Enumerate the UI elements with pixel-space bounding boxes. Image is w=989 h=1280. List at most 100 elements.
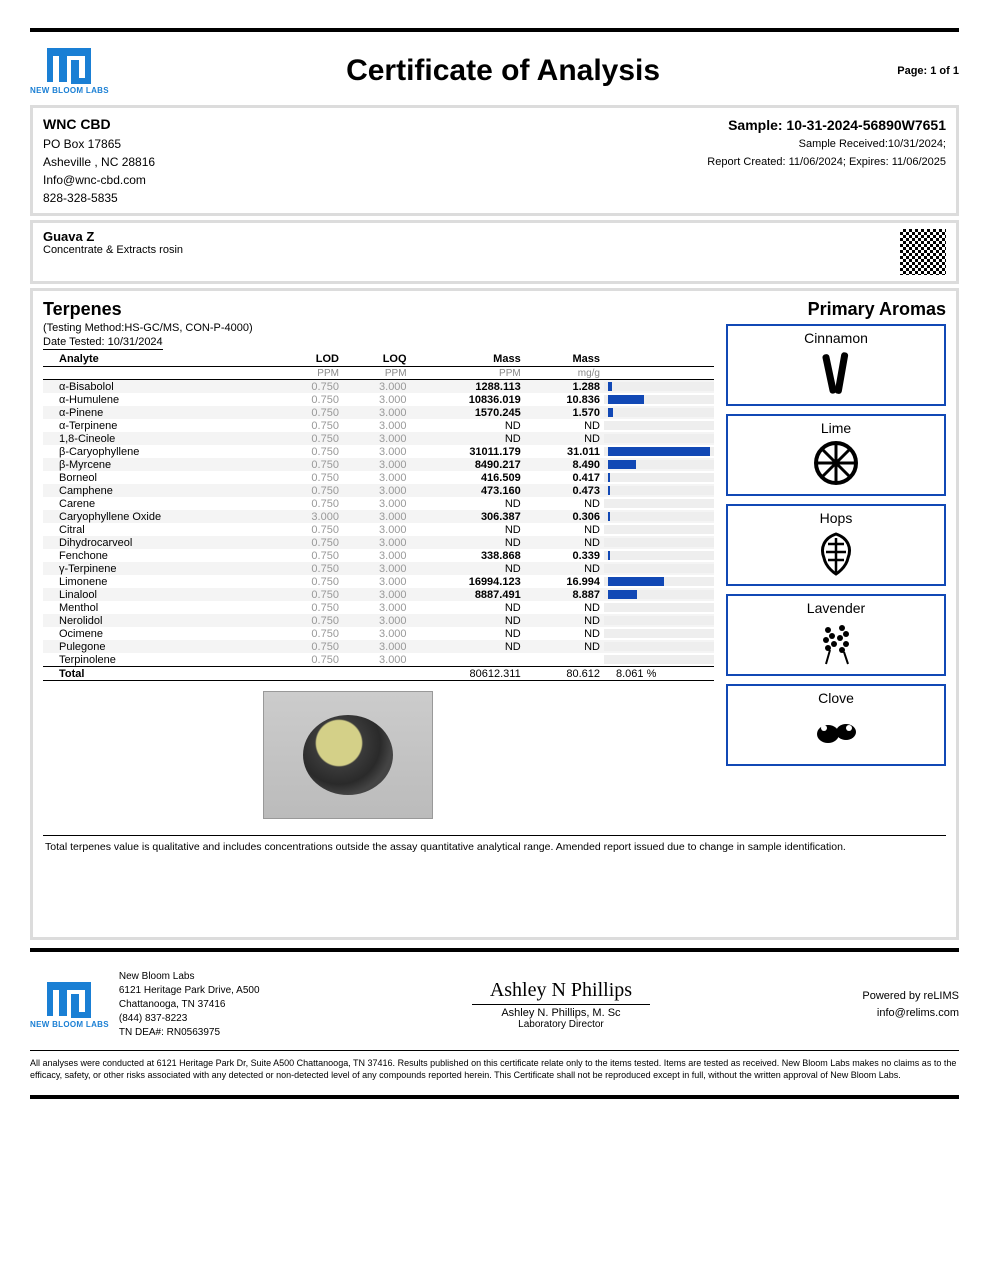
bar-cell [604,432,714,445]
footer: NEW BLOOM LABS New Bloom Labs 6121 Herit… [30,960,959,1050]
client-block: WNC CBD PO Box 17865 Asheville , NC 2881… [43,114,155,207]
lod-value: 0.750 [275,549,343,562]
analyte-name: Fenchone [43,549,275,562]
loq-value: 3.000 [343,458,411,471]
mgg-value: ND [525,601,604,614]
analyte-name: Menthol [43,601,275,614]
bar-cell [604,497,714,510]
mgg-value [525,653,604,667]
qr-code [900,229,946,275]
mgg-value: 10.836 [525,393,604,406]
lod-value: 0.750 [275,653,343,667]
loq-value: 3.000 [343,575,411,588]
analyte-name: Pulegone [43,640,275,653]
loq-value: 3.000 [343,484,411,497]
ppm-value: 416.509 [411,471,525,484]
terpenes-method: (Testing Method:HS-GC/MS, CON-P-4000) [43,322,714,334]
mgg-value: ND [525,497,604,510]
analyte-name: 1,8-Cineole [43,432,275,445]
sample-type: Concentrate & Extracts rosin [43,244,946,256]
ppm-value: 16994.123 [411,575,525,588]
loq-value: 3.000 [343,614,411,627]
bar-cell [604,523,714,536]
loq-value: 3.000 [343,653,411,667]
ppm-value [411,653,525,667]
sample-name-box: Guava Z Concentrate & Extracts rosin [30,220,959,284]
table-row: γ-Terpinene0.7503.000NDND [43,562,714,575]
analyte-name: Dihydrocarveol [43,536,275,549]
col-analyte: Analyte [43,352,275,367]
table-row: Pulegone0.7503.000NDND [43,640,714,653]
table-row: Terpinolene0.7503.000 [43,653,714,667]
ppm-value: ND [411,432,525,445]
aroma-label: Hops [736,510,936,526]
footer-rule-bottom [30,1095,959,1099]
logo-icon [47,980,91,1018]
lod-value: 0.750 [275,432,343,445]
ppm-value: 473.160 [411,484,525,497]
lod-value: 0.750 [275,419,343,432]
footer-dea: TN DEA#: RN0563975 [119,1026,260,1040]
mgg-value: ND [525,562,604,575]
client-addr2: Asheville , NC 28816 [43,153,155,171]
lod-value: 0.750 [275,536,343,549]
lod-value: 0.750 [275,445,343,458]
bar-cell [604,419,714,432]
analyte-name: α-Terpinene [43,419,275,432]
mgg-value: ND [525,614,604,627]
bar-cell [604,614,714,627]
analyte-name: Nerolidol [43,614,275,627]
bar-cell [604,471,714,484]
lab-logo-text: NEW BLOOM LABS [30,86,109,95]
aroma-label: Lavender [736,600,936,616]
bar-cell [604,406,714,419]
aroma-icon [806,528,866,578]
client-phone: 828-328-5835 [43,189,155,207]
table-row: β-Myrcene0.7503.0008490.2178.490 [43,458,714,471]
col-mass2: Mass [525,352,604,367]
sample-id: Sample: 10-31-2024-56890W7651 [707,114,946,136]
bar-cell [604,601,714,614]
ppm-value: 338.868 [411,549,525,562]
results-box: Terpenes (Testing Method:HS-GC/MS, CON-P… [30,288,959,940]
lod-value: 0.750 [275,562,343,575]
analyte-name: Limonene [43,575,275,588]
header: NEW BLOOM LABS Certificate of Analysis P… [30,40,959,105]
unit-mass1: PPM [411,367,525,380]
footer-address: New Bloom Labs 6121 Heritage Park Drive,… [119,970,260,1040]
disclaimer: All analyses were conducted at 6121 Heri… [30,1051,959,1087]
footer-logo-text: NEW BLOOM LABS [30,1020,109,1029]
col-lod: LOD [275,352,343,367]
loq-value: 3.000 [343,510,411,523]
ppm-value: ND [411,497,525,510]
loq-value: 3.000 [343,627,411,640]
loq-value: 3.000 [343,419,411,432]
lod-value: 0.750 [275,458,343,471]
bar-cell [604,393,714,406]
total-pct: 8.061 % [604,667,714,681]
mgg-value: ND [525,432,604,445]
analyte-name: Caryophyllene Oxide [43,510,275,523]
analyte-name: Linalool [43,588,275,601]
ppm-value: ND [411,523,525,536]
ppm-value: 8887.491 [411,588,525,601]
ppm-value: ND [411,601,525,614]
ppm-value: ND [411,536,525,549]
loq-value: 3.000 [343,445,411,458]
aromas-section: Primary Aromas CinnamonLimeHopsLavenderC… [726,299,946,829]
bar-cell [604,510,714,523]
mgg-value: 8.490 [525,458,604,471]
client-addr1: PO Box 17865 [43,135,155,153]
total-mgg: 80.612 [525,667,604,681]
table-row: β-Caryophyllene0.7503.00031011.17931.011 [43,445,714,458]
lab-logo: NEW BLOOM LABS [30,46,109,95]
bar-cell [604,549,714,562]
footer-addr2: Chattanooga, TN 37416 [119,998,260,1012]
loq-value: 3.000 [343,549,411,562]
bar-cell [604,588,714,601]
analyte-name: β-Caryophyllene [43,445,275,458]
analyte-name: γ-Terpinene [43,562,275,575]
bar-cell [604,484,714,497]
table-row: Citral0.7503.000NDND [43,523,714,536]
mgg-value: 0.306 [525,510,604,523]
